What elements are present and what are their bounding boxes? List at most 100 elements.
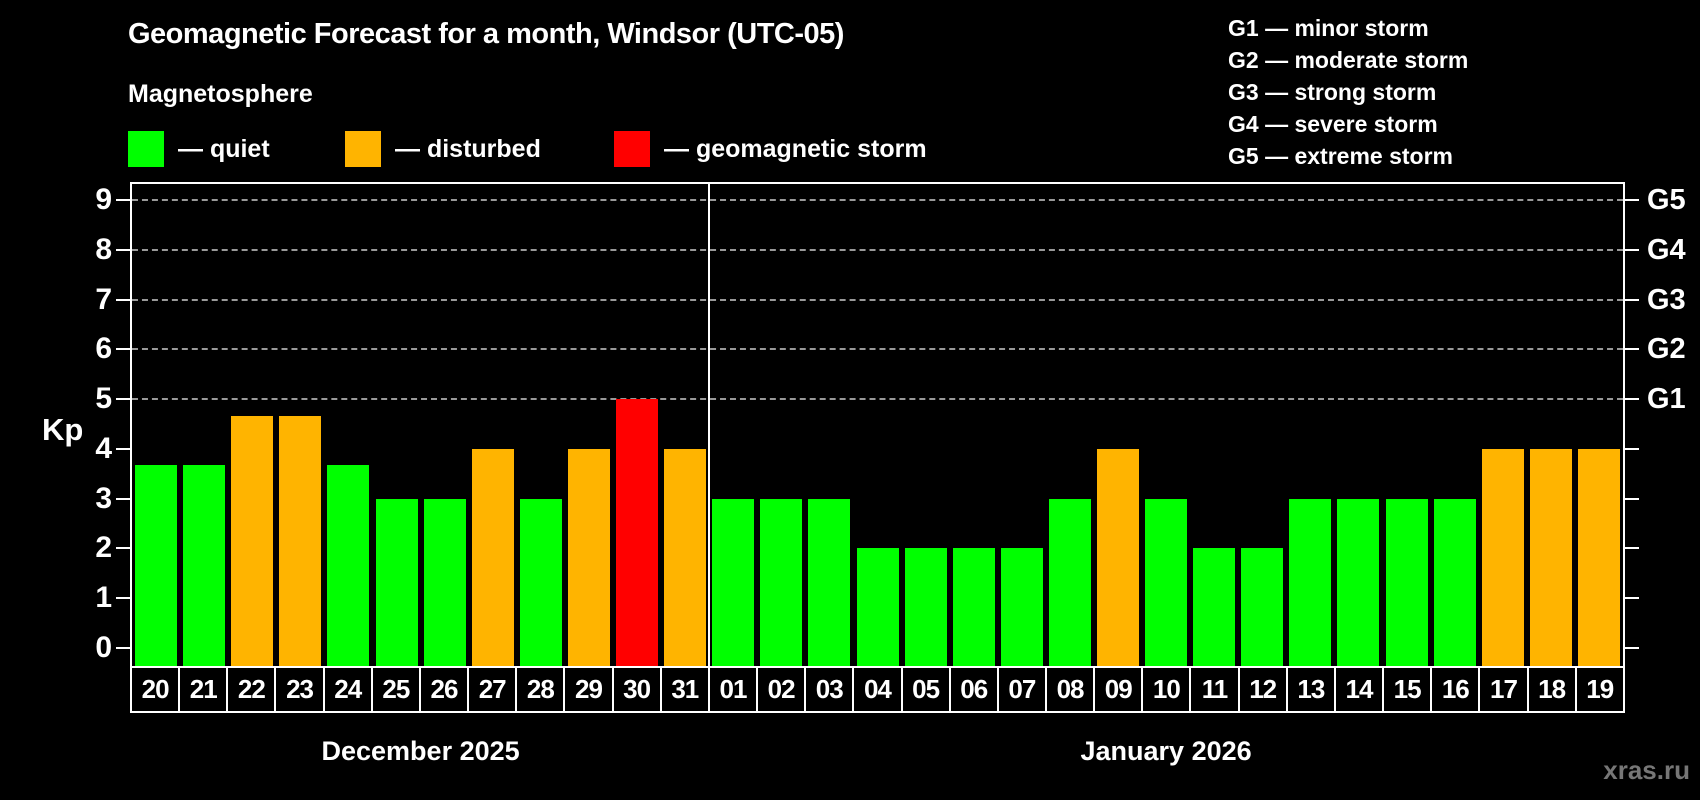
day-label-cell: 29 bbox=[563, 668, 611, 711]
kp-bar bbox=[423, 498, 466, 666]
day-label-cell: 03 bbox=[804, 668, 852, 711]
g-scale-label-g5: G5 bbox=[1647, 183, 1686, 216]
kp-bar bbox=[279, 415, 322, 666]
y-axis-tick-label: 4 bbox=[95, 431, 112, 465]
y-axis-tick bbox=[116, 348, 130, 351]
gridline-kp-5 bbox=[132, 398, 1623, 401]
kp-bar bbox=[1337, 498, 1380, 666]
kp-bar bbox=[952, 548, 995, 666]
day-label-cell: 08 bbox=[1044, 668, 1093, 711]
month-divider-line bbox=[708, 184, 711, 666]
right-axis-tick bbox=[1625, 298, 1639, 301]
chart-subtitle: Magnetosphere bbox=[128, 80, 313, 108]
kp-bar bbox=[567, 448, 610, 666]
g-scale-label-g2: G2 bbox=[1647, 333, 1686, 366]
day-label-cell: 24 bbox=[322, 668, 371, 711]
kp-bar bbox=[616, 399, 659, 666]
g-scale-label-g1: G1 bbox=[1647, 383, 1686, 416]
day-label-cell: 31 bbox=[659, 668, 708, 711]
day-label-cell: 23 bbox=[274, 668, 322, 711]
kp-bar bbox=[1000, 548, 1043, 666]
kp-bar bbox=[375, 498, 418, 666]
right-axis-tick bbox=[1625, 248, 1639, 251]
kp-bar bbox=[327, 465, 370, 666]
day-label-cell: 15 bbox=[1382, 668, 1430, 711]
day-label-cell: 17 bbox=[1478, 668, 1526, 711]
y-axis-tick-label: 8 bbox=[95, 232, 112, 266]
gridline-kp-8 bbox=[132, 248, 1623, 251]
legend-item-label: — quiet bbox=[178, 134, 270, 163]
y-axis-tick bbox=[116, 398, 130, 401]
kp-bar bbox=[1577, 448, 1620, 666]
kp-bar bbox=[664, 448, 707, 666]
kp-bar bbox=[1193, 548, 1236, 666]
g-legend-item: G2 — moderate storm bbox=[1228, 47, 1469, 73]
day-label-cell: 14 bbox=[1333, 668, 1382, 711]
legend-item-label: — geomagnetic storm bbox=[664, 134, 927, 163]
kp-bar bbox=[135, 465, 178, 666]
day-label-cell: 26 bbox=[418, 668, 467, 711]
g-legend-item: G4 — severe storm bbox=[1228, 111, 1438, 137]
right-axis-tick bbox=[1625, 597, 1639, 600]
kp-bar bbox=[1241, 548, 1284, 666]
g-legend-item: G3 — strong storm bbox=[1228, 79, 1437, 105]
y-axis-tick bbox=[116, 198, 130, 201]
day-label-cell: 21 bbox=[178, 668, 226, 711]
y-axis-tick-label: 3 bbox=[95, 481, 112, 515]
day-label-cell: 01 bbox=[707, 668, 756, 711]
storm-color-swatch bbox=[614, 131, 650, 167]
kp-bar bbox=[856, 548, 899, 666]
y-axis-tick bbox=[116, 497, 130, 500]
month-label-1: January 2026 bbox=[1080, 736, 1252, 766]
g-scale-label-g3: G3 bbox=[1647, 283, 1686, 316]
day-label-cell: 06 bbox=[948, 668, 997, 711]
day-label-cell: 04 bbox=[852, 668, 900, 711]
magnetosphere-legend: — quiet — disturbed — geomagnetic storm bbox=[128, 131, 927, 167]
kp-bar bbox=[904, 548, 947, 666]
watermark: xras.ru bbox=[1603, 755, 1690, 785]
legend-item-label: — disturbed bbox=[395, 134, 541, 163]
day-label-cell: 12 bbox=[1237, 668, 1286, 711]
y-axis-tick bbox=[116, 647, 130, 649]
y-axis-tick-label: 0 bbox=[95, 631, 112, 664]
kp-bar bbox=[1048, 498, 1091, 666]
day-label-cell: 13 bbox=[1285, 668, 1334, 711]
kp-bar bbox=[183, 465, 226, 666]
day-label-cell: 09 bbox=[1093, 668, 1141, 711]
kp-bar bbox=[1433, 498, 1476, 666]
right-axis-tick bbox=[1625, 497, 1639, 500]
day-label-cell: 11 bbox=[1189, 668, 1237, 711]
right-axis-tick bbox=[1625, 647, 1639, 649]
gridline-kp-9 bbox=[132, 198, 1623, 201]
kp-bar bbox=[231, 415, 274, 666]
day-label-cell: 16 bbox=[1430, 668, 1478, 711]
day-label-cell: 19 bbox=[1574, 668, 1623, 711]
g-legend-item: G1 — minor storm bbox=[1228, 15, 1429, 41]
kp-bar bbox=[1145, 498, 1188, 666]
g-scale-legend: G1 — minor storm G2 — moderate storm G3 — … bbox=[1228, 12, 1468, 172]
right-axis-tick bbox=[1625, 447, 1639, 450]
plot-area bbox=[130, 182, 1625, 668]
kp-bar bbox=[1096, 448, 1139, 666]
kp-bar bbox=[519, 498, 562, 666]
day-label-cell: 27 bbox=[467, 668, 515, 711]
right-axis-tick bbox=[1625, 198, 1639, 201]
y-axis-tick-label: 9 bbox=[95, 182, 112, 216]
y-axis-tick-label: 1 bbox=[95, 581, 112, 615]
day-label-cell: 02 bbox=[756, 668, 804, 711]
y-axis-tick bbox=[116, 547, 130, 550]
y-axis-tick-label: 2 bbox=[95, 531, 112, 565]
y-axis-tick bbox=[116, 248, 130, 251]
kp-bar bbox=[760, 498, 803, 666]
y-axis-tick bbox=[116, 447, 130, 450]
day-label-cell: 22 bbox=[226, 668, 274, 711]
y-axis-tick-label: 7 bbox=[95, 282, 112, 316]
kp-bar bbox=[1481, 448, 1524, 666]
kp-bar bbox=[1529, 448, 1572, 666]
legend-item-storm: — geomagnetic storm bbox=[614, 131, 927, 167]
kp-bar bbox=[1289, 498, 1332, 666]
y-axis-tick-label: 6 bbox=[95, 332, 112, 366]
kp-bar bbox=[808, 498, 851, 666]
kp-bar bbox=[471, 448, 514, 666]
right-axis-tick bbox=[1625, 398, 1639, 401]
